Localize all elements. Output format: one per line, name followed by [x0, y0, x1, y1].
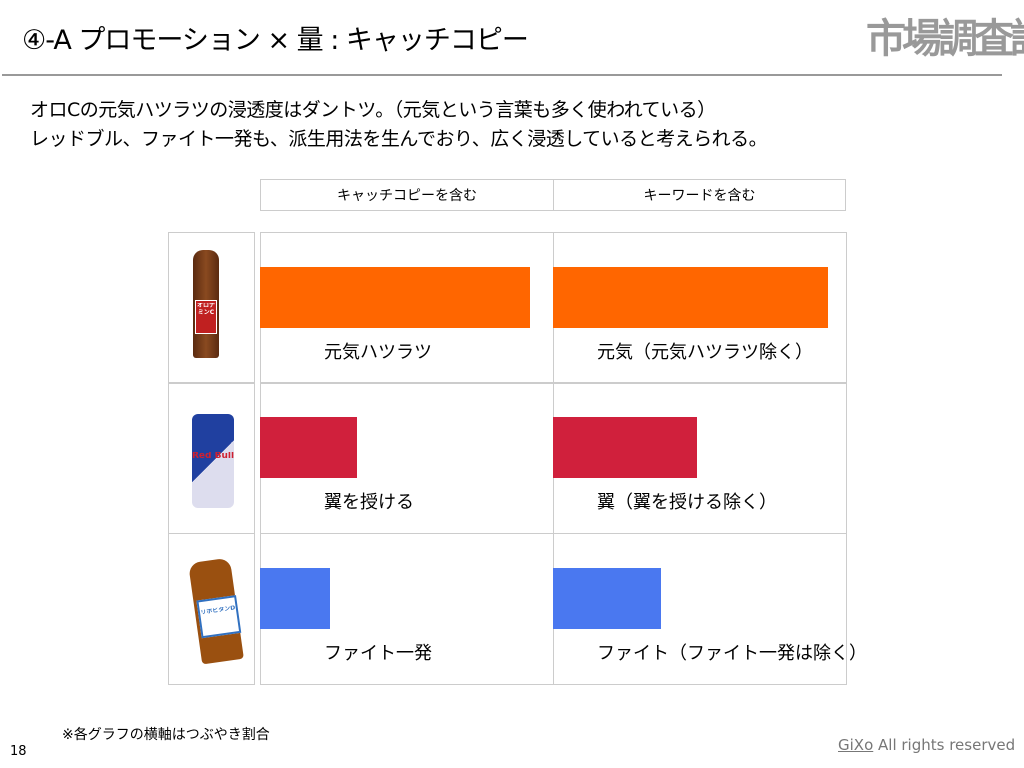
product-redbull-image: Red Bull [192, 414, 234, 508]
column-header-catchcopy: キャッチコピーを含む [260, 179, 554, 211]
bar-label: 翼を授ける [324, 492, 414, 513]
bar [553, 568, 662, 629]
divider [2, 74, 1002, 76]
column-header-keyword: キーワードを含む [553, 179, 846, 211]
bar [260, 417, 357, 478]
footnote: ※各グラフの横軸はつぶやき割合 [62, 727, 270, 743]
lead-line-1: オロCの元気ハツラツの浸透度はダントツ。（元気という言葉も多く使われている） [30, 99, 716, 121]
product-cell [168, 232, 255, 384]
brand: GiXo [838, 736, 874, 754]
bar-label: 元気ハツラツ [324, 342, 432, 363]
logo: 市場調査課 [866, 16, 1024, 62]
bar [553, 417, 697, 478]
page-title: ④-A プロモーション × 量 : キャッチコピー [22, 25, 529, 56]
copyright: GiXo All rights reserved [838, 736, 1015, 754]
bar-label: ファイト（ファイト一発は除く） [597, 643, 867, 664]
bar [260, 568, 331, 629]
page-number: 18 [10, 744, 27, 759]
product-label-lipovitan-d: リポビタンD [200, 605, 236, 617]
bar-label: ファイト一発 [324, 643, 432, 664]
product-cell [168, 533, 255, 685]
bar-label: 翼（翼を授ける除く） [597, 492, 777, 513]
product-label-redbull: Red Bull [192, 452, 234, 461]
bar [553, 267, 829, 328]
product-oronamin-c-image: オロナミンC [193, 250, 219, 358]
rights-text: All rights reserved [873, 736, 1016, 754]
lead-line-2: レッドブル、ファイト一発も、派生用法を生んでおり、広く浸透していると考えられる。 [30, 128, 768, 150]
product-label-oronamin-c: オロナミンC [196, 303, 215, 316]
bar-label: 元気（元気ハツラツ除く） [597, 342, 813, 363]
bar [260, 267, 530, 328]
